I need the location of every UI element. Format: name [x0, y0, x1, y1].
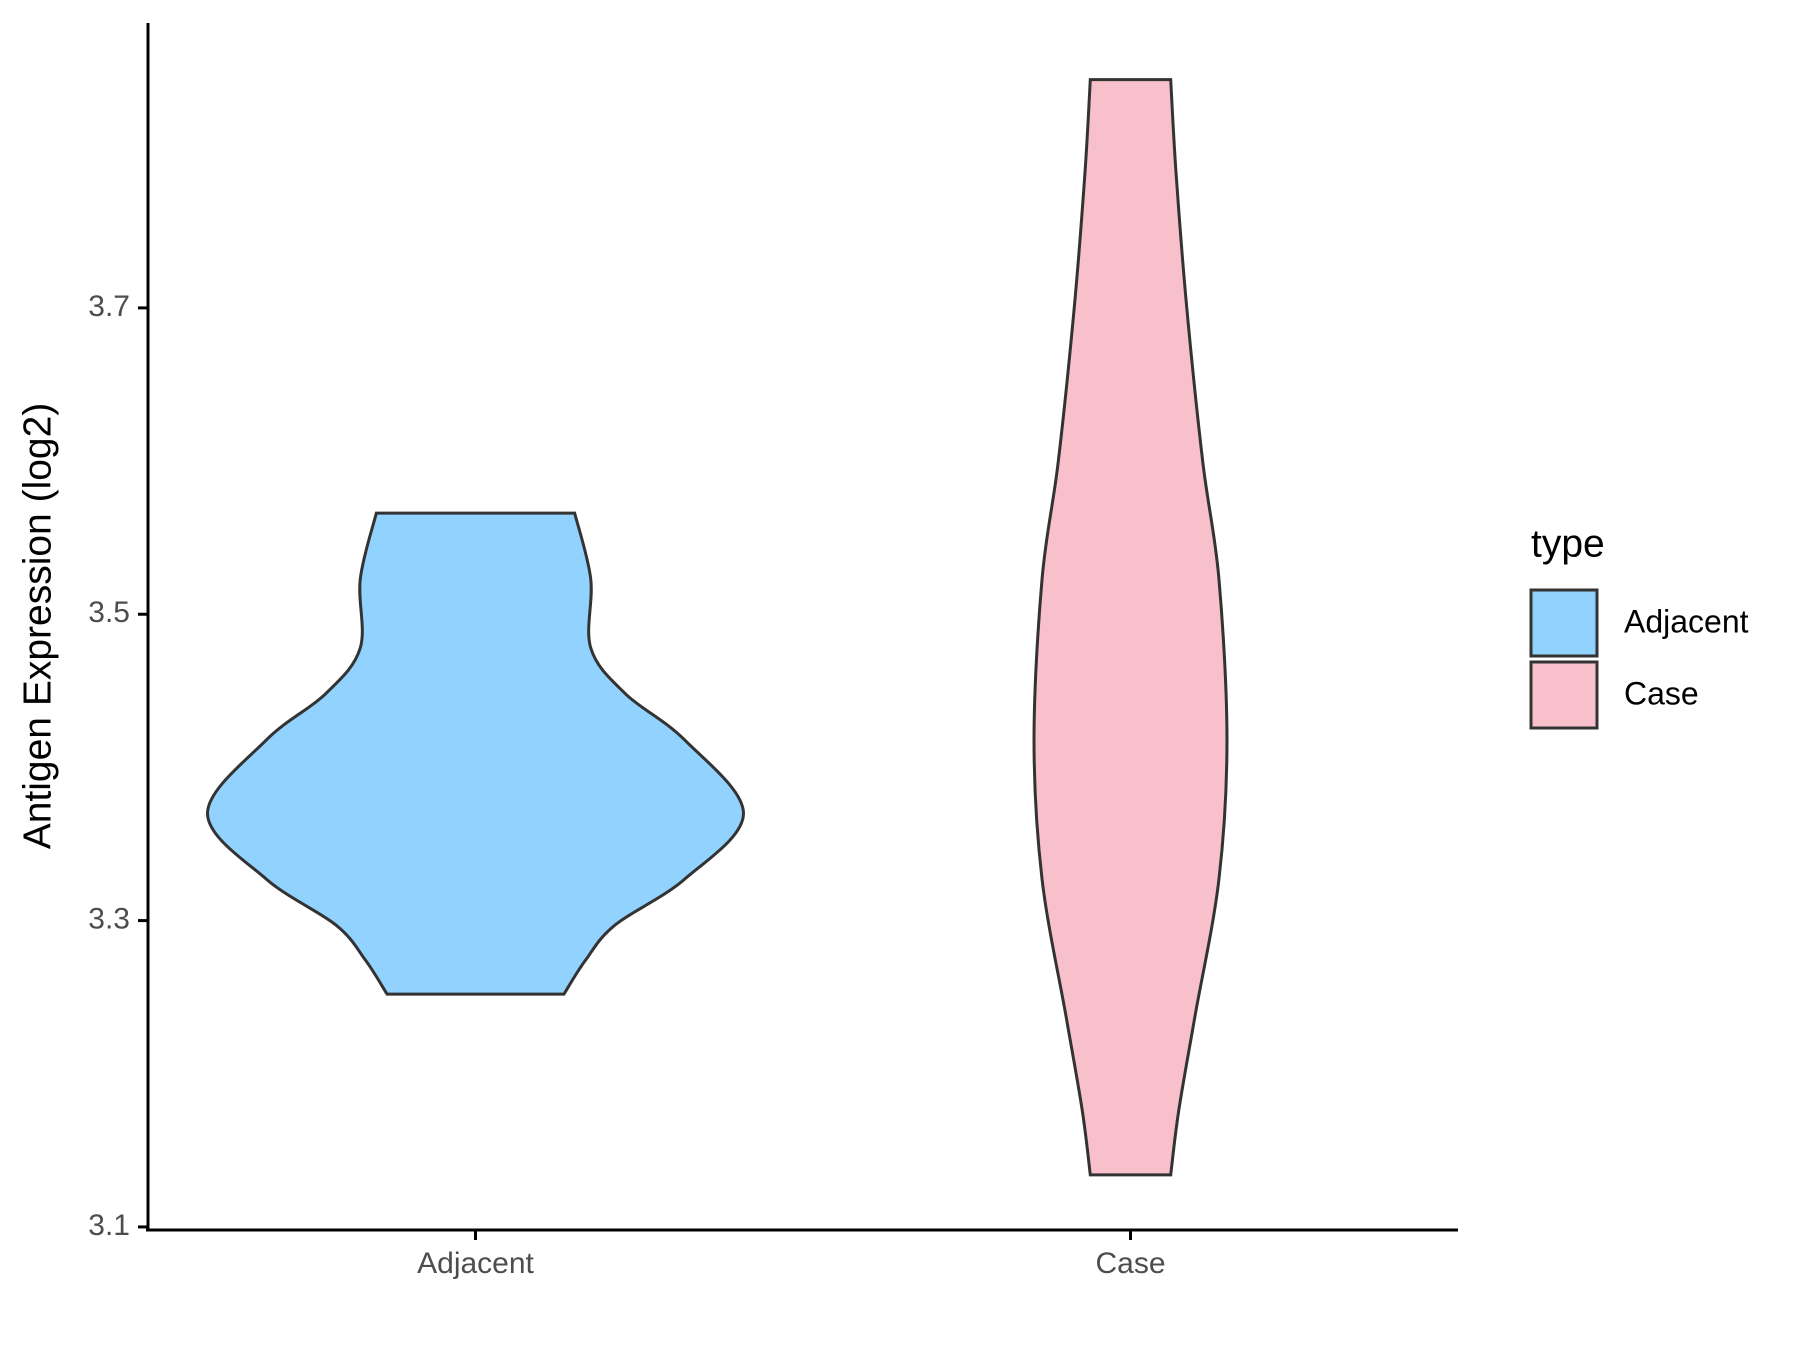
legend-key	[1529, 660, 1599, 730]
y-tick-label: 3.1	[88, 1209, 130, 1242]
y-tick-label: 3.3	[88, 903, 130, 936]
legend-label: Adjacent	[1624, 603, 1749, 639]
legend-title: type	[1531, 522, 1605, 565]
x-tick-label: Case	[1095, 1247, 1165, 1280]
y-tick-label: 3.7	[88, 290, 130, 323]
violin	[205, 511, 746, 996]
legend-label: Case	[1624, 675, 1699, 711]
x-tick-label: Adjacent	[417, 1247, 534, 1280]
violin	[1032, 78, 1229, 1177]
y-axis-label: Antigen Expression (log2)	[16, 403, 59, 850]
y-tick-label: 3.5	[88, 596, 130, 629]
legend-key	[1529, 588, 1599, 658]
